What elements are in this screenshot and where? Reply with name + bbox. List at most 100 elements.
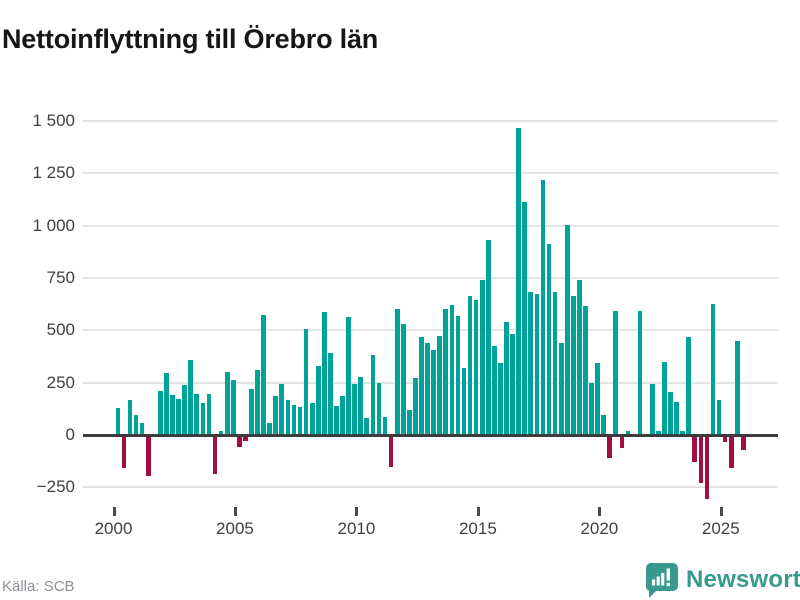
x-axis-label: 2005 [216,519,254,538]
bar [206,394,212,435]
bar [407,409,412,435]
bar [188,360,194,435]
bar [121,436,127,468]
bar [467,295,473,435]
bar [552,291,558,435]
bar [334,405,339,435]
bar [394,309,400,435]
x-axis-tick [233,507,237,516]
y-axis-label: 1 250 [32,163,75,183]
bar [722,436,728,443]
gridline [83,486,778,489]
bar [164,373,169,435]
x-axis-tick [112,507,116,516]
x-axis-tick [598,507,602,516]
bar [346,316,351,435]
x-axis-label: 2025 [701,519,740,538]
bar [583,305,588,435]
bar [218,430,224,435]
newsworthy-logo[interactable]: Newsworthy [644,561,800,599]
bar [425,342,430,435]
bar [686,337,692,435]
bar [601,414,607,435]
bar [400,324,406,435]
bar [382,417,388,435]
bar [370,354,376,435]
bar [328,353,333,435]
y-axis-label: 1 500 [32,111,75,131]
bar [680,430,685,435]
bar [692,436,698,462]
x-axis-tick [355,507,359,516]
bar [564,224,570,435]
bar [182,384,187,435]
bar [522,202,528,435]
bar [249,388,254,435]
bar [716,399,722,435]
bar [546,244,552,435]
bar [279,383,285,435]
bar [479,280,485,435]
bar [297,407,303,435]
bar [212,436,218,475]
bar [595,362,600,435]
bar [704,436,710,500]
source-note: Källa: SCB [2,578,75,595]
bar [255,370,260,435]
bar [625,430,631,435]
bar [315,365,321,435]
bar [698,436,704,483]
y-axis-label: 750 [46,268,75,288]
bar [449,305,455,435]
gridline [83,277,778,280]
bar [309,403,315,435]
bar [613,310,619,435]
bar [419,336,424,435]
bar [734,341,740,435]
x-axis-label: 2010 [337,519,376,538]
bar [194,394,200,435]
bar [607,436,613,458]
bar [728,436,734,469]
bar [619,436,625,448]
bar [364,418,370,435]
bar [267,423,272,435]
bar [358,377,364,435]
gridline [83,224,778,227]
x-axis-label: 2015 [458,519,497,538]
y-axis-label: 500 [46,320,75,340]
bar [243,436,248,441]
newsworthy-bubble-chart-icon [646,562,678,598]
x-axis-label: 2000 [94,519,133,538]
bar [461,368,467,435]
bar [115,407,121,435]
bar [413,377,418,435]
bar [261,314,266,435]
bar [376,383,382,435]
bar [170,395,175,435]
bar [340,395,345,435]
bar [504,322,509,435]
bar [127,400,133,435]
y-axis-label: 0 [65,425,75,444]
bar [388,436,394,467]
bar [570,295,576,435]
bar [473,299,479,435]
bar [741,436,746,450]
bar [352,383,358,435]
bar [510,333,515,435]
bar [230,380,236,435]
bar [589,383,594,435]
x-axis-label: 2020 [580,519,619,538]
bar [655,430,661,435]
bar [637,311,643,435]
newsworthy-logo-text: Newsworthy [686,566,800,593]
bar [534,294,540,435]
gridline [83,172,778,175]
bar [273,395,279,435]
x-axis-tick [719,507,723,516]
chart-title: Nettoinflyttning till Örebro län [2,24,379,55]
bar [577,279,582,435]
bar [662,362,667,435]
bar [443,309,449,435]
